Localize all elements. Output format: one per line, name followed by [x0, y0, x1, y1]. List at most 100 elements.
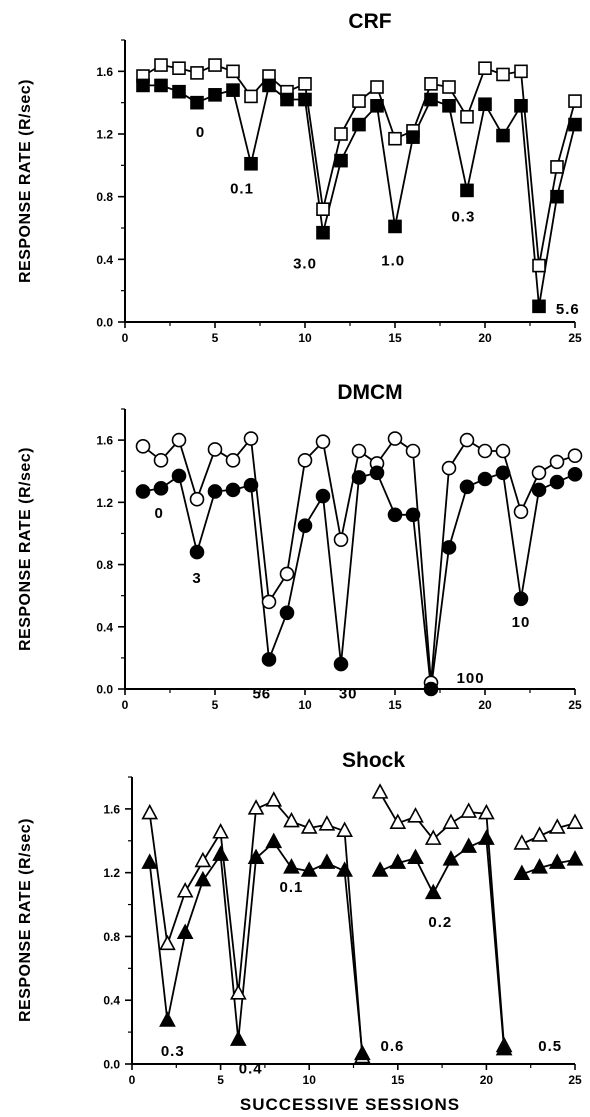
- data-point-circle-filled: [495, 465, 511, 481]
- data-point-square-filled: [316, 225, 330, 240]
- x-axis-label: SUCCESSIVE SESSIONS: [240, 1095, 460, 1114]
- data-point-circle-filled: [333, 656, 349, 672]
- data-point-square-open: [532, 258, 546, 273]
- data-point-square-open: [514, 64, 528, 79]
- data-point-triangle-filled: [407, 848, 424, 865]
- panel-title: DMCM: [337, 381, 402, 404]
- dose-annotation: 0: [196, 124, 205, 141]
- dose-annotation: 0.3: [451, 209, 475, 226]
- data-point-circle-open: [315, 434, 331, 449]
- data-point-circle-filled: [297, 518, 313, 533]
- data-point-square-filled: [424, 92, 438, 107]
- data-point-triangle-open: [407, 807, 424, 823]
- data-point-triangle-filled: [531, 858, 548, 874]
- y-tick-label: 0.4: [103, 994, 120, 1008]
- data-point-triangle-open: [478, 803, 495, 820]
- data-point-square-open: [442, 80, 456, 94]
- x-tick-label: 20: [478, 698, 492, 712]
- data-point-triangle-filled: [548, 853, 566, 869]
- data-point-square-filled: [478, 97, 492, 112]
- data-point-triangle-open: [159, 934, 176, 951]
- x-tick-label: 25: [568, 1073, 582, 1087]
- series-line-1: [379, 838, 505, 1050]
- data-point-square-filled: [532, 299, 546, 314]
- data-point-circle-filled: [459, 479, 475, 495]
- data-point-square-open: [172, 61, 186, 76]
- data-point-triangle-filled: [229, 1030, 247, 1046]
- panel-title: Shock: [342, 749, 405, 772]
- data-point-triangle-filled: [247, 848, 265, 865]
- data-point-triangle-open: [548, 818, 566, 834]
- data-point-square-open: [370, 80, 384, 94]
- data-point-circle-open: [531, 465, 547, 481]
- data-point-square-filled: [388, 219, 402, 234]
- data-point-triangle-filled: [371, 861, 389, 877]
- data-point-circle-open: [387, 431, 403, 446]
- data-point-square-open: [460, 109, 474, 124]
- data-point-circle-filled: [171, 468, 187, 484]
- data-point-triangle-open: [513, 834, 531, 850]
- data-point-triangle-open: [566, 813, 584, 829]
- data-point-circle-filled: [387, 507, 403, 523]
- data-point-triangle-open: [318, 815, 336, 831]
- data-point-triangle-open: [194, 851, 212, 868]
- data-point-square-open: [496, 67, 510, 82]
- x-tick-label: 15: [391, 1073, 405, 1087]
- data-point-triangle-filled: [212, 845, 229, 861]
- data-point-triangle-open: [300, 818, 318, 834]
- y-tick-label: 1.6: [96, 434, 113, 448]
- data-point-square-open: [208, 58, 222, 72]
- dose-annotation: 1.0: [381, 253, 405, 270]
- x-tick-label: 25: [568, 331, 582, 345]
- dose-annotation: 0.1: [230, 181, 254, 198]
- panel-title: CRF: [348, 10, 391, 33]
- data-point-square-filled: [334, 153, 348, 168]
- dose-annotation: 3.0: [293, 256, 317, 273]
- x-tick-label: 20: [478, 331, 492, 345]
- data-point-circle-filled: [369, 465, 385, 481]
- data-point-square-open: [316, 202, 330, 216]
- series-line-0: [521, 822, 576, 845]
- data-point-triangle-filled: [283, 858, 300, 874]
- x-tick-label: 10: [303, 1073, 317, 1087]
- dose-annotation: 10: [512, 614, 531, 631]
- data-point-circle-filled: [189, 544, 205, 560]
- data-point-square-filled: [352, 117, 366, 132]
- dose-annotation: 0.4: [239, 1061, 263, 1078]
- x-tick-label: 5: [217, 1073, 224, 1087]
- data-point-triangle-open: [531, 826, 548, 842]
- data-point-circle-open: [171, 432, 187, 448]
- data-point-triangle-open: [371, 783, 389, 799]
- data-point-circle-open: [441, 460, 457, 476]
- y-tick-label: 1.2: [96, 128, 113, 142]
- data-point-triangle-open: [265, 791, 283, 807]
- data-point-square-filled: [262, 78, 276, 93]
- data-point-square-open: [478, 61, 492, 76]
- x-tick-label: 5: [212, 331, 219, 345]
- data-point-circle-open: [243, 431, 259, 446]
- data-point-circle-open: [207, 442, 223, 457]
- data-point-circle-filled: [261, 652, 277, 667]
- data-point-triangle-filled: [159, 1011, 176, 1027]
- data-point-circle-filled: [567, 467, 583, 482]
- y-tick-label: 1.2: [96, 496, 113, 510]
- y-tick-label: 0.0: [103, 1058, 120, 1072]
- dose-annotation: 5.6: [556, 301, 580, 318]
- data-point-square-filled: [190, 95, 204, 110]
- y-axis-label: RESPONSE RATE (R/sec): [17, 79, 34, 283]
- data-point-triangle-open: [442, 813, 460, 829]
- data-point-triangle-open: [389, 813, 407, 829]
- panel-crf: CRF RESPONSE RATE (R/sec) 0.0 0.4 0.8 1.2 1.6 0…: [17, 10, 582, 345]
- y-tick-label: 0.4: [96, 253, 113, 267]
- data-point-square-filled: [514, 99, 528, 113]
- dose-annotation: 0.5: [538, 1038, 562, 1055]
- panel-shock: Shock RESPONSE RATE (R/sec) 0.0 0.4 0.8 1.2 1.…: [17, 749, 584, 1087]
- data-point-circle-filled: [531, 482, 547, 498]
- dose-annotation: 0.3: [161, 1043, 185, 1060]
- data-point-triangle-filled: [424, 883, 442, 900]
- data-point-square-filled: [442, 99, 456, 113]
- data-point-circle-open: [513, 504, 529, 519]
- data-point-circle-filled: [225, 482, 241, 498]
- data-point-triangle-filled: [300, 861, 318, 877]
- data-point-circle-open: [333, 532, 349, 547]
